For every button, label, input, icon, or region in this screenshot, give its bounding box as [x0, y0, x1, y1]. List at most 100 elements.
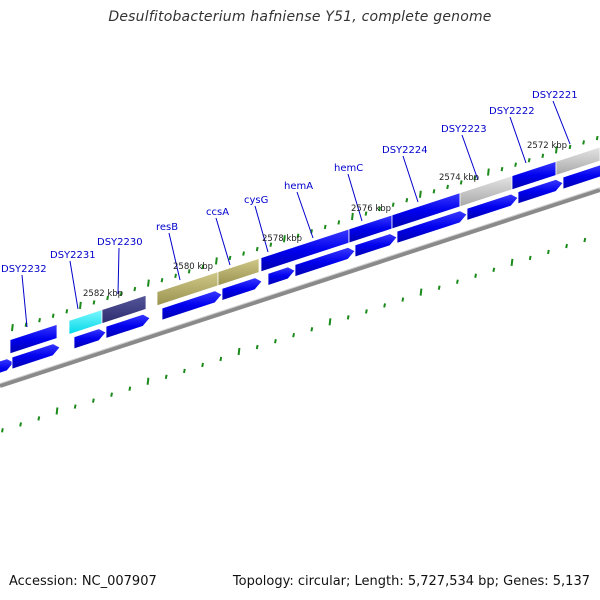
tick-mark [133, 286, 137, 292]
reverse-strand-features [0, 164, 600, 374]
accession-text: Accession: NC_007907 [9, 574, 157, 589]
gene-arrow [466, 193, 519, 221]
label-connector [21, 274, 28, 328]
gene-arrow [267, 266, 296, 286]
tick-mark [547, 249, 550, 255]
tick-mark [337, 220, 341, 225]
tick-mark [160, 278, 164, 283]
tick-mark [328, 318, 332, 326]
tick-mark [237, 347, 241, 356]
tick-mark [391, 202, 395, 207]
tick-mark [201, 264, 205, 270]
tick-mark [541, 153, 545, 158]
tick-mark [73, 404, 77, 409]
kbp-label-2574: 2574 kbp [439, 173, 479, 183]
gene-label-cysg: cysG [244, 195, 268, 206]
gene-dsy2230-block [101, 294, 147, 325]
gene-arrow [354, 233, 398, 258]
tick-mark [255, 246, 259, 252]
tick-mark [432, 189, 436, 194]
tick-mark [128, 386, 132, 391]
tick-mark [401, 297, 405, 302]
tick-mark [146, 377, 150, 385]
label-connector [402, 155, 419, 203]
tick-mark [346, 315, 350, 320]
tick-mark [110, 392, 113, 397]
label-connector [117, 247, 120, 295]
tick-mark [228, 255, 232, 261]
genome-backbone [0, 188, 600, 388]
tick-mark [164, 374, 168, 380]
gene-arrow [11, 343, 61, 370]
kbp-label-2578: 2578 kbp [262, 234, 302, 244]
tick-mark [183, 368, 186, 374]
tick-mark [65, 309, 69, 314]
gene-label-resb: resB [156, 222, 178, 233]
tick-mark [473, 175, 477, 181]
tick-mark [92, 300, 96, 305]
gene-ccsa-block [217, 257, 260, 287]
tick-mark [459, 180, 463, 185]
tick-mark [19, 422, 22, 427]
gene-arrow [562, 164, 600, 190]
gene-arrow [161, 290, 223, 321]
forward-strand-features [9, 146, 600, 355]
tick-mark [528, 255, 532, 261]
tick-mark [37, 416, 41, 421]
tick-mark [514, 162, 517, 167]
tick-mark [201, 362, 204, 368]
gene-arrow [73, 328, 107, 350]
gene-label-dsy2221: DSY2221 [532, 90, 578, 101]
tick-mark [527, 158, 531, 163]
gene-label-ccsa: ccsA [206, 207, 229, 218]
tick-mark [215, 257, 218, 265]
tick-mark [456, 279, 459, 284]
tick-mark [419, 288, 423, 296]
tick-mark [365, 309, 368, 314]
tick-mark [405, 198, 409, 203]
kbp-label-2580: 2580 kbp [173, 262, 213, 272]
gene-label-dsy2224: DSY2224 [382, 145, 428, 156]
label-connector [347, 173, 363, 222]
gene-label-dsy2232: DSY2232 [1, 264, 47, 275]
tick-mark [296, 233, 300, 238]
tick-mark [582, 140, 585, 145]
tick-mark [292, 333, 295, 338]
tick-mark [11, 323, 14, 332]
tick-mark [92, 398, 95, 403]
label-connector [509, 116, 527, 164]
tick-mark [437, 285, 441, 290]
gene-label-hemc: hemC [334, 163, 363, 174]
gene-label-dsy2222: DSY2222 [489, 106, 535, 117]
gene-arrow [396, 210, 468, 244]
tick-mark [492, 267, 496, 273]
gene-label-connectors [21, 100, 571, 328]
gene-label-dsy2231: DSY2231 [50, 250, 96, 261]
tick-mark [323, 224, 327, 230]
tick-mark [419, 190, 422, 198]
label-connector [168, 232, 181, 281]
tick-mark [487, 168, 490, 176]
tick-mark [378, 206, 381, 212]
label-connector [215, 217, 231, 266]
tick-mark [219, 356, 223, 362]
tick-mark [242, 251, 245, 256]
topology-text: Topology: circular; Length: 5,727,534 bp… [232, 574, 590, 589]
tick-mark [568, 144, 572, 150]
tick-mark [55, 407, 59, 415]
tick-mark [595, 135, 599, 141]
tick-mark [269, 242, 273, 247]
gene-dsy2232-block [9, 323, 58, 355]
tick-mark [310, 327, 314, 332]
tick-mark [1, 428, 4, 433]
tick-mark [283, 235, 286, 243]
tick-mark [274, 338, 277, 344]
tick-mark [510, 258, 514, 266]
tick-mark [51, 313, 55, 318]
tick-mark [255, 344, 259, 350]
label-connector [254, 205, 269, 253]
label-connector [552, 100, 571, 145]
gene-arrow [294, 246, 356, 278]
inner-tick-marks [1, 237, 587, 433]
